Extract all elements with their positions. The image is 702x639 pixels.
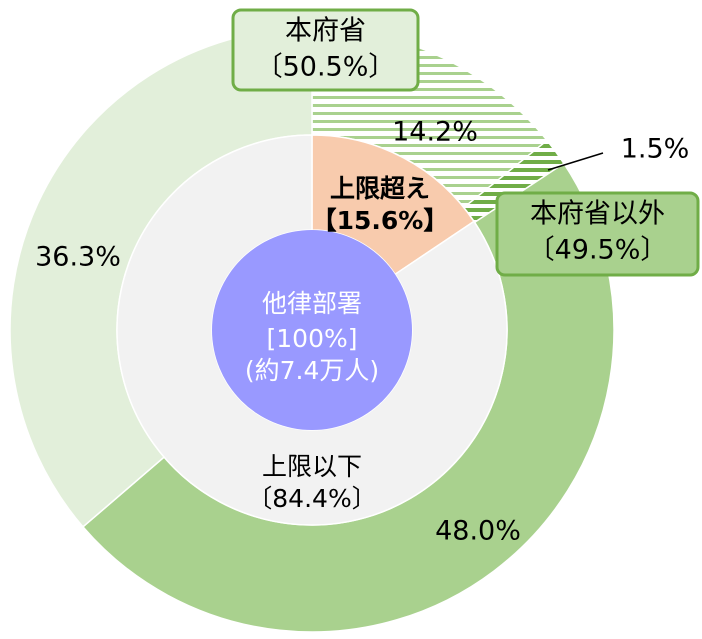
leader-line xyxy=(547,152,604,171)
group-label: 本府省 xyxy=(285,16,366,47)
group-value-label: 〔50.5%〕 xyxy=(256,52,396,83)
outer-value-label: 1.5% xyxy=(621,134,690,165)
outer-value-label: 48.0% xyxy=(435,516,521,547)
inner-category-label: 上限以下 xyxy=(262,452,362,481)
group-box xyxy=(231,8,420,92)
group-value-label: 〔49.5%〕 xyxy=(528,235,668,266)
outer-value-label: 36.3% xyxy=(35,242,121,273)
inner-value-label: 【15.6%】 xyxy=(312,206,449,235)
center-label: (約7.4万人) xyxy=(245,356,379,385)
group-label: 本府省以外 xyxy=(530,199,665,230)
outer-value-label: 14.2% xyxy=(392,117,478,148)
center-circle xyxy=(212,230,412,430)
inner-value-label: 〔84.4%〕 xyxy=(247,484,376,513)
center-label: 他律部署 xyxy=(262,289,362,318)
inner-category-label: 上限超え xyxy=(330,174,430,203)
center-label: [100%] xyxy=(267,324,358,353)
group-box xyxy=(495,191,700,277)
